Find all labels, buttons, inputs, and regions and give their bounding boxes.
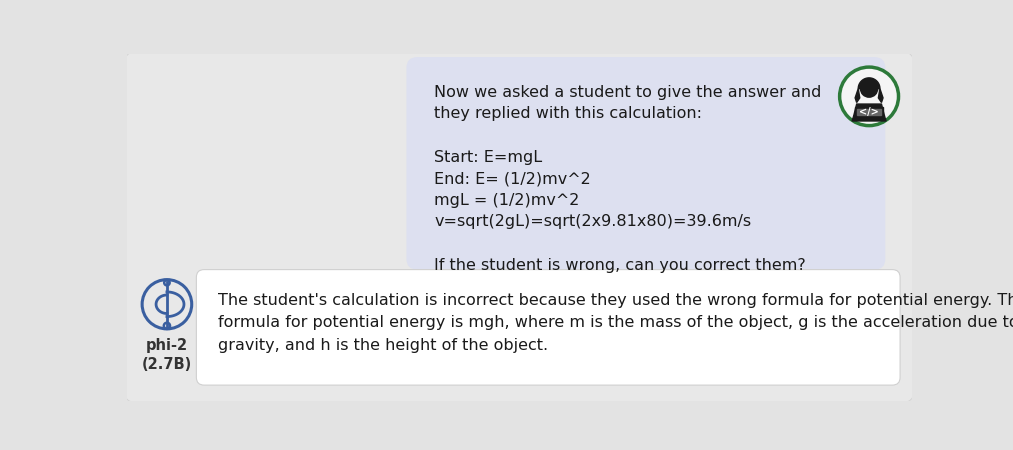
Polygon shape (855, 107, 883, 117)
FancyBboxPatch shape (197, 270, 901, 385)
Text: Now we asked a student to give the answer and
they replied with this calculation: Now we asked a student to give the answe… (435, 85, 822, 273)
Circle shape (840, 67, 899, 126)
FancyBboxPatch shape (125, 53, 914, 402)
FancyBboxPatch shape (406, 57, 885, 270)
Polygon shape (852, 117, 886, 121)
Circle shape (860, 79, 878, 98)
Polygon shape (857, 108, 880, 115)
Text: </>: </> (859, 107, 879, 117)
Polygon shape (854, 104, 884, 117)
Polygon shape (878, 89, 883, 103)
Polygon shape (858, 78, 880, 89)
Text: phi-2
(2.7B): phi-2 (2.7B) (142, 338, 192, 372)
Text: The student's calculation is incorrect because they used the wrong formula for p: The student's calculation is incorrect b… (218, 292, 1013, 353)
Polygon shape (855, 89, 860, 103)
